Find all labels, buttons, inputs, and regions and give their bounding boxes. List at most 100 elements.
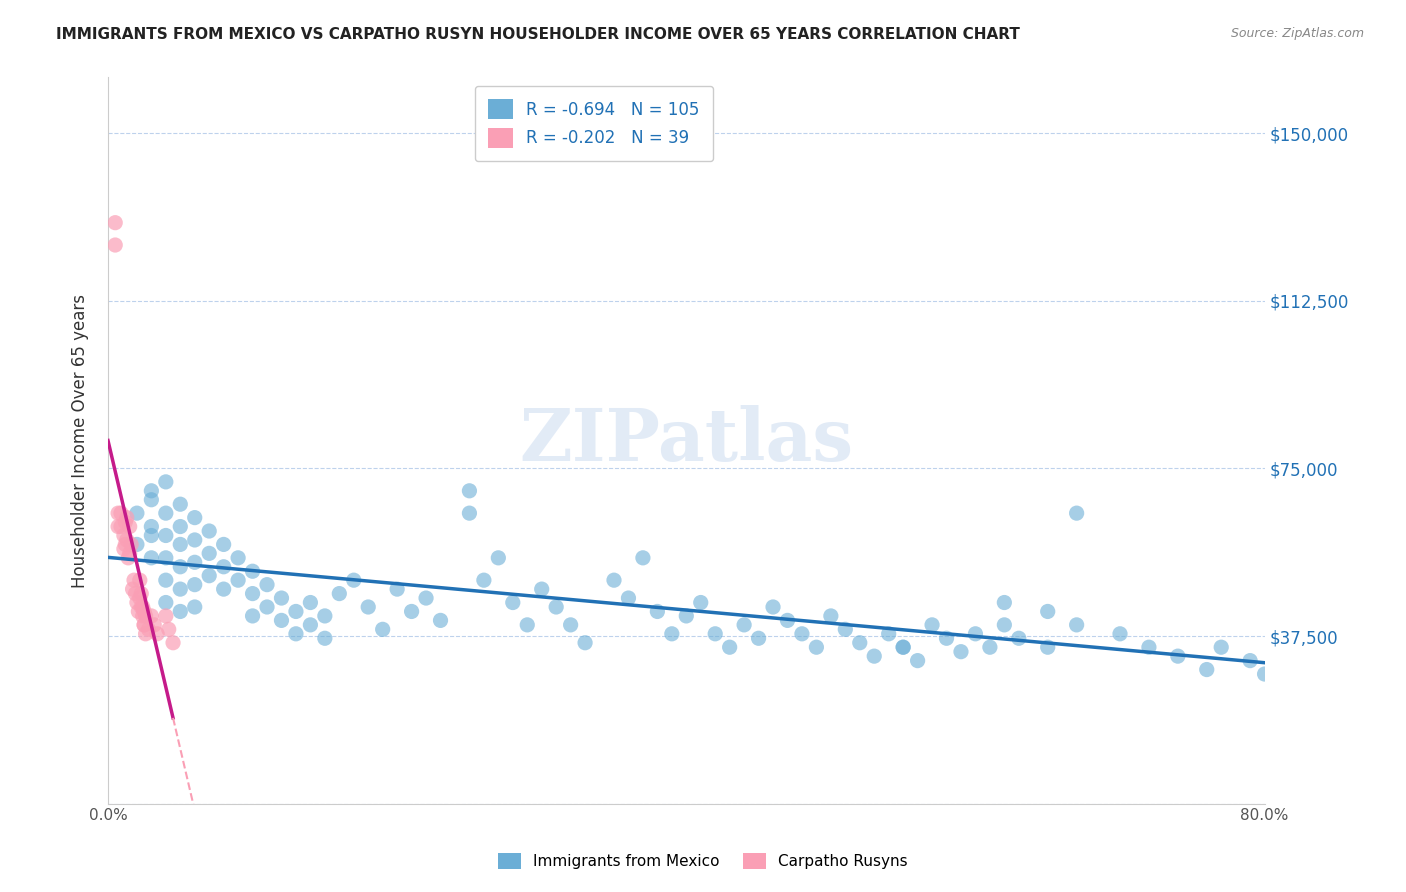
Immigrants from Mexico (184, 577, 207, 591)
Immigrants from Mexico (299, 595, 322, 609)
Carpatho Rusyns (128, 591, 150, 605)
Immigrants from Mexico (270, 614, 292, 628)
Y-axis label: Householder Income Over 65 years: Householder Income Over 65 years (72, 293, 89, 588)
Immigrants from Mexico (169, 604, 191, 618)
Immigrants from Mexico (762, 599, 785, 614)
Immigrants from Mexico (314, 632, 336, 646)
Immigrants from Mexico (776, 614, 799, 628)
Immigrants from Mexico (877, 627, 900, 641)
Carpatho Rusyns (118, 546, 141, 560)
Immigrants from Mexico (125, 506, 148, 520)
Carpatho Rusyns (115, 510, 138, 524)
Immigrants from Mexico (343, 573, 366, 587)
Text: Source: ZipAtlas.com: Source: ZipAtlas.com (1230, 27, 1364, 40)
Immigrants from Mexico (415, 591, 437, 605)
Immigrants from Mexico (198, 524, 221, 538)
Immigrants from Mexico (472, 573, 495, 587)
Immigrants from Mexico (546, 599, 568, 614)
Carpatho Rusyns (114, 537, 136, 551)
Carpatho Rusyns (129, 586, 152, 600)
Immigrants from Mexico (790, 627, 813, 641)
Immigrants from Mexico (921, 618, 943, 632)
Immigrants from Mexico (385, 582, 408, 596)
Immigrants from Mexico (834, 623, 856, 637)
Carpatho Rusyns (143, 618, 166, 632)
Immigrants from Mexico (141, 483, 163, 498)
Immigrants from Mexico (212, 537, 235, 551)
Immigrants from Mexico (212, 559, 235, 574)
Carpatho Rusyns (146, 627, 169, 641)
Immigrants from Mexico (516, 618, 538, 632)
Carpatho Rusyns (124, 586, 146, 600)
Immigrants from Mexico (748, 632, 770, 646)
Immigrants from Mexico (155, 506, 177, 520)
Immigrants from Mexico (155, 528, 177, 542)
Carpatho Rusyns (107, 519, 129, 533)
Immigrants from Mexico (689, 595, 711, 609)
Immigrants from Mexico (155, 595, 177, 609)
Carpatho Rusyns (162, 636, 184, 650)
Immigrants from Mexico (965, 627, 987, 641)
Immigrants from Mexico (675, 609, 697, 624)
Immigrants from Mexico (226, 550, 249, 565)
Immigrants from Mexico (184, 510, 207, 524)
Text: IMMIGRANTS FROM MEXICO VS CARPATHO RUSYN HOUSEHOLDER INCOME OVER 65 YEARS CORREL: IMMIGRANTS FROM MEXICO VS CARPATHO RUSYN… (56, 27, 1021, 42)
Immigrants from Mexico (1253, 667, 1275, 681)
Immigrants from Mexico (429, 614, 451, 628)
Text: ZIPatlas: ZIPatlas (519, 405, 853, 476)
Immigrants from Mexico (849, 636, 872, 650)
Carpatho Rusyns (134, 618, 156, 632)
Immigrants from Mexico (979, 640, 1001, 655)
Immigrants from Mexico (560, 618, 582, 632)
Immigrants from Mexico (907, 654, 929, 668)
Immigrants from Mexico (631, 550, 654, 565)
Immigrants from Mexico (1008, 632, 1031, 646)
Immigrants from Mexico (141, 528, 163, 542)
Immigrants from Mexico (169, 537, 191, 551)
Carpatho Rusyns (112, 528, 135, 542)
Immigrants from Mexico (949, 645, 972, 659)
Carpatho Rusyns (112, 541, 135, 556)
Immigrants from Mexico (863, 649, 886, 664)
Immigrants from Mexico (371, 623, 394, 637)
Carpatho Rusyns (131, 609, 153, 624)
Immigrants from Mexico (169, 497, 191, 511)
Immigrants from Mexico (1036, 640, 1059, 655)
Immigrants from Mexico (935, 632, 957, 646)
Carpatho Rusyns (129, 599, 152, 614)
Immigrants from Mexico (718, 640, 741, 655)
Carpatho Rusyns (141, 609, 163, 624)
Immigrants from Mexico (284, 627, 307, 641)
Immigrants from Mexico (270, 591, 292, 605)
Carpatho Rusyns (127, 604, 149, 618)
Immigrants from Mexico (141, 550, 163, 565)
Carpatho Rusyns (104, 216, 127, 230)
Immigrants from Mexico (256, 577, 278, 591)
Immigrants from Mexico (184, 533, 207, 547)
Carpatho Rusyns (135, 627, 157, 641)
Immigrants from Mexico (242, 586, 264, 600)
Immigrants from Mexico (1066, 618, 1088, 632)
Immigrants from Mexico (169, 559, 191, 574)
Carpatho Rusyns (115, 533, 138, 547)
Immigrants from Mexico (603, 573, 626, 587)
Immigrants from Mexico (1195, 663, 1218, 677)
Immigrants from Mexico (1211, 640, 1233, 655)
Carpatho Rusyns (125, 595, 148, 609)
Immigrants from Mexico (155, 573, 177, 587)
Immigrants from Mexico (993, 595, 1015, 609)
Immigrants from Mexico (357, 599, 380, 614)
Immigrants from Mexico (530, 582, 553, 596)
Immigrants from Mexico (284, 604, 307, 618)
Immigrants from Mexico (141, 492, 163, 507)
Carpatho Rusyns (155, 609, 177, 624)
Immigrants from Mexico (169, 519, 191, 533)
Immigrants from Mexico (155, 475, 177, 489)
Carpatho Rusyns (110, 506, 132, 520)
Carpatho Rusyns (138, 623, 160, 637)
Immigrants from Mexico (125, 537, 148, 551)
Immigrants from Mexico (401, 604, 423, 618)
Immigrants from Mexico (1239, 654, 1261, 668)
Immigrants from Mexico (1167, 649, 1189, 664)
Immigrants from Mexico (486, 550, 509, 565)
